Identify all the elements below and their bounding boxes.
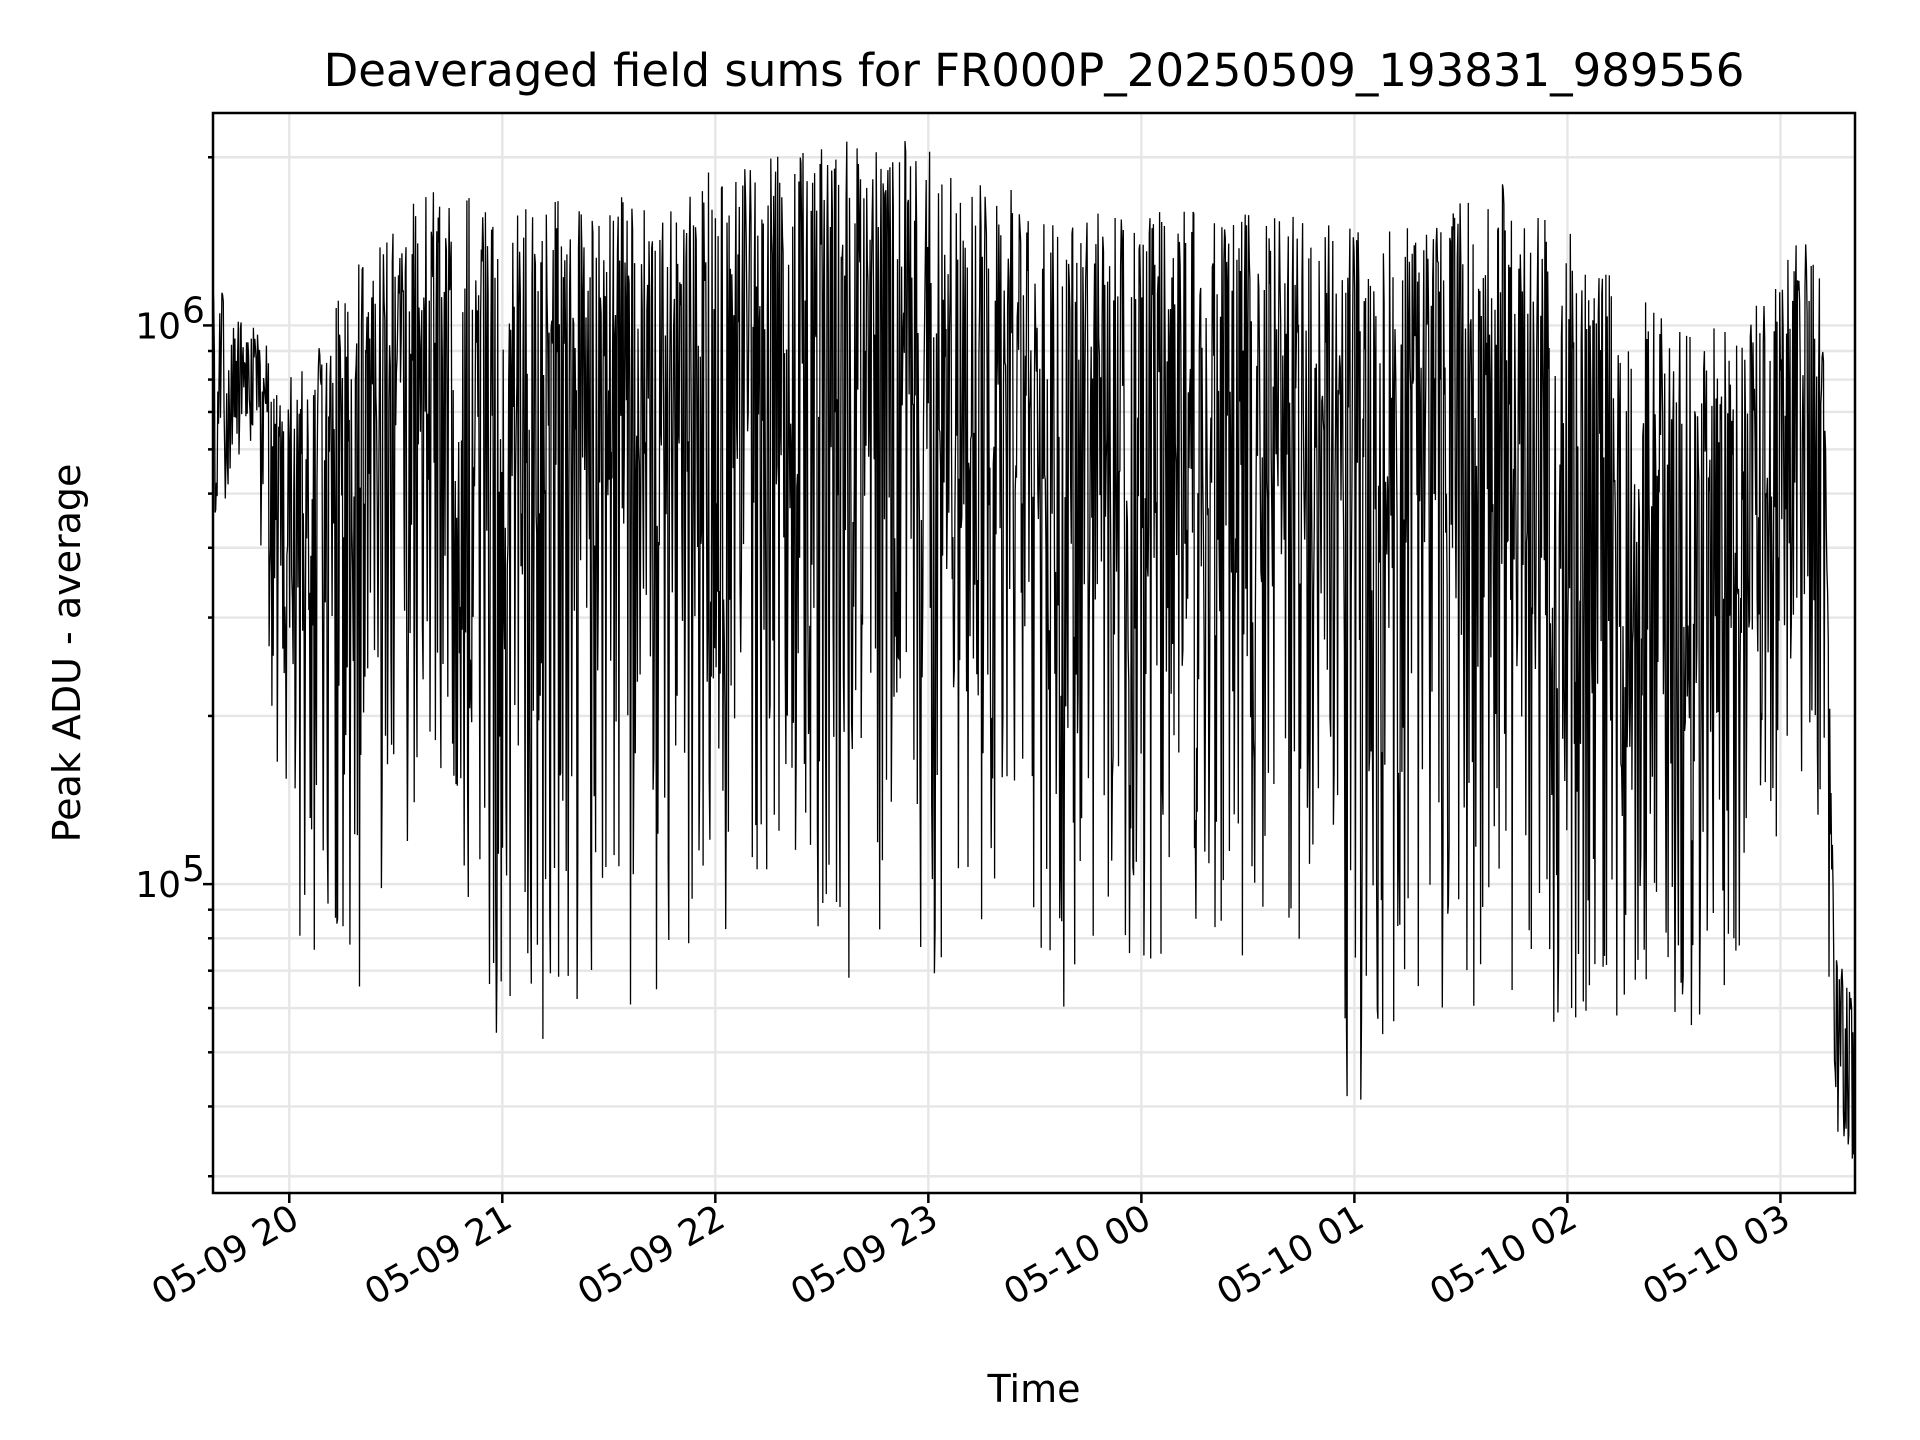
y-axis-label: Peak ADU - average bbox=[45, 464, 89, 843]
y-tick-label: 10 bbox=[135, 865, 181, 906]
x-tick-label: 05-09 23 bbox=[784, 1197, 945, 1313]
x-tick-label: 05-10 02 bbox=[1423, 1197, 1584, 1313]
x-tick-label: 05-09 22 bbox=[571, 1197, 732, 1313]
plot-frame bbox=[211, 111, 1857, 1195]
series-line-0 bbox=[212, 141, 1856, 1159]
y-tick-label-exponent: 5 bbox=[182, 849, 205, 890]
x-tick-label: 05-10 01 bbox=[1210, 1197, 1371, 1313]
x-axis: 05-09 20 05-09 21 05-09 22 05-09 23 05-10 00… bbox=[145, 1193, 1797, 1314]
x-tick-label: 05-10 00 bbox=[997, 1197, 1158, 1313]
y-tick-label: 10 bbox=[135, 306, 181, 347]
chart-title: Deaveraged field sums for FR000P_2025050… bbox=[324, 44, 1745, 97]
x-axis-label: Time bbox=[987, 1367, 1081, 1411]
x-tick-label: 05-09 21 bbox=[358, 1197, 519, 1313]
series-layer bbox=[212, 141, 1856, 1159]
y-tick-label-exponent: 6 bbox=[182, 290, 205, 331]
x-tick-label: 05-09 20 bbox=[145, 1197, 306, 1313]
x-tick-label: 05-10 03 bbox=[1636, 1197, 1797, 1313]
